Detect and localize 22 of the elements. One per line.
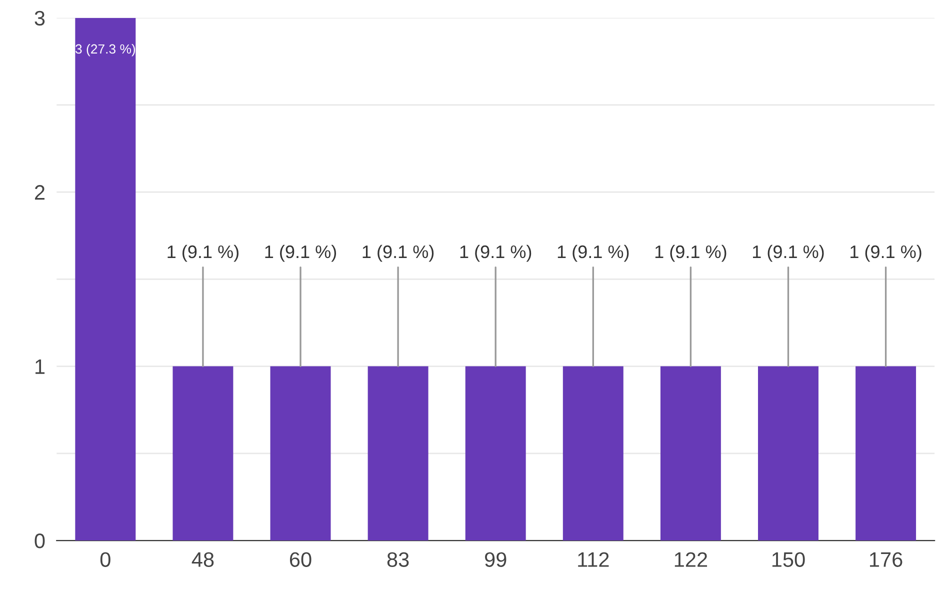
x-tick-label: 99 [484,552,506,567]
data-label: 1 (9.1 %) [168,244,238,262]
x-tick-label: 150 [772,552,805,567]
x-tick-label: 48 [192,552,214,567]
x-tick-label: 0 [100,552,110,567]
data-label: 1 (9.1 %) [558,244,629,262]
y-tick-label: 3 [34,10,45,26]
data-label: 1 (9.1 %) [460,244,532,262]
data-label: 1 (9.1 %) [655,244,726,262]
x-tick-label: 112 [578,552,609,567]
x-tick-label: 83 [387,552,409,567]
data-label: 1 (9.1 %) [850,244,922,262]
x-tick-label: 176 [870,552,902,567]
y-tick-label: 2 [34,185,44,200]
x-tick-label: 122 [674,552,708,567]
x-tick-label: 60 [290,552,312,567]
data-label: 3 (27.3 %) [75,44,136,56]
data-label: 1 (9.1 %) [265,244,336,262]
data-label: 1 (9.1 %) [752,244,824,262]
data-label: 1 (9.1 %) [362,244,434,262]
y-tick-label: 1 [36,360,45,374]
y-tick-label: 0 [34,534,45,548]
